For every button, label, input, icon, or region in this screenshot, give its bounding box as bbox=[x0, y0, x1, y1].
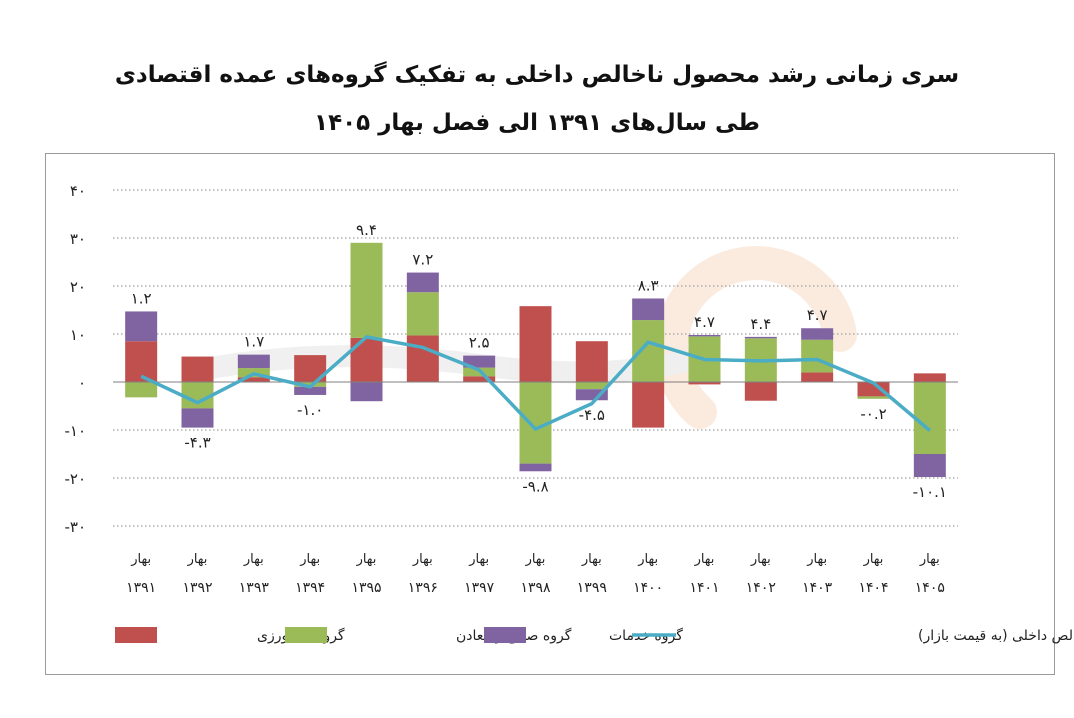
x-tick-label-year: ۱۳۹۹ bbox=[577, 580, 607, 596]
bar-segment-s0-0 bbox=[125, 341, 158, 382]
bar-segment-s2-11 bbox=[744, 336, 777, 339]
y-tick-label: ۴۰ bbox=[70, 182, 86, 200]
bar-segment-s0-13 bbox=[857, 382, 890, 397]
bar-segment-s0-7 bbox=[519, 306, 552, 382]
bar-segment-s0-8 bbox=[575, 341, 608, 382]
x-tick-label-season: بهار bbox=[525, 552, 546, 567]
x-tick-label-year: ۱۳۹۳ bbox=[239, 580, 270, 596]
x-tick-label-season: بهار bbox=[130, 552, 151, 567]
x-tick-label-season: بهار bbox=[468, 552, 489, 567]
bar-segment-s1-13 bbox=[857, 396, 890, 399]
bar-segment-s2-10 bbox=[688, 334, 721, 337]
x-tick-label-season: بهار bbox=[299, 552, 320, 567]
x-tick-label-year: ۱۴۰۵ bbox=[915, 580, 945, 596]
bar-segment-s2-14 bbox=[913, 454, 946, 478]
bar-segment-s1-5 bbox=[406, 292, 439, 336]
x-tick-label-season: بهار bbox=[806, 552, 827, 567]
data-label: -۴.۵ bbox=[579, 406, 605, 424]
data-label: ۱.۲ bbox=[131, 289, 152, 307]
x-tick-label-year: ۱۳۹۷ bbox=[464, 580, 495, 596]
x-tick-label-season: بهار bbox=[187, 552, 208, 567]
x-tick-label-year: ۱۳۹۶ bbox=[408, 580, 438, 596]
x-tick-label-season: بهار bbox=[243, 552, 264, 567]
bar-segment-s0-2 bbox=[237, 377, 270, 382]
data-label: ۹.۴ bbox=[356, 221, 377, 239]
x-tick-label-year: ۱۳۹۵ bbox=[351, 580, 381, 596]
bar-segment-s2-6 bbox=[463, 355, 496, 368]
gdp-line-series bbox=[140, 335, 931, 432]
bar-segment-s0-11 bbox=[744, 382, 777, 401]
x-tick-label-year: ۱۳۹۴ bbox=[295, 580, 325, 596]
bar-segment-s2-9 bbox=[632, 298, 665, 321]
bar-segment-s1-0 bbox=[125, 382, 158, 398]
chart-title: سری زمانی رشد محصول ناخالص داخلی به تفکی… bbox=[114, 62, 960, 88]
x-tick-label-season: بهار bbox=[637, 552, 658, 567]
bar-segment-s2-12 bbox=[801, 328, 834, 340]
bar-segment-s2-0 bbox=[125, 311, 158, 342]
x-tick-label-year: ۱۴۰۱ bbox=[689, 580, 719, 596]
data-label: -۰.۲ bbox=[860, 405, 886, 423]
bar-segment-s1-4 bbox=[350, 242, 383, 338]
x-tick-label-year: ۱۴۰۳ bbox=[802, 580, 833, 596]
legend-swatch-2 bbox=[484, 627, 526, 643]
bar-segment-s0-1 bbox=[181, 356, 214, 382]
chart-frame bbox=[45, 153, 1055, 675]
data-label: ۷.۲ bbox=[412, 251, 433, 269]
x-tick-label-season: بهار bbox=[919, 552, 940, 567]
y-tick-label: -۱۰ bbox=[64, 422, 86, 440]
x-tick-label-year: ۱۳۹۸ bbox=[520, 580, 551, 596]
bar-segment-s0-4 bbox=[350, 337, 383, 382]
chart-subtitle: طی سال‌های ۱۳۹۱ الی فصل بهار ۱۴۰۵ bbox=[314, 110, 760, 136]
data-label: ۴.۷ bbox=[694, 313, 715, 331]
data-label: -۴.۳ bbox=[184, 434, 210, 452]
x-tick-label-year: ۱۳۹۱ bbox=[126, 580, 156, 596]
bar-segment-s1-12 bbox=[801, 339, 834, 373]
y-tick-label: ۰ bbox=[78, 374, 86, 392]
bar-segment-s1-9 bbox=[632, 320, 665, 382]
data-label: ۴.۴ bbox=[750, 315, 771, 333]
bar-segment-s2-4 bbox=[350, 382, 383, 402]
bar-segment-s2-8 bbox=[575, 389, 608, 401]
y-tick-label: ۲۰ bbox=[70, 278, 86, 296]
bar-segment-s2-7 bbox=[519, 463, 552, 472]
x-tick-label-year: ۱۳۹۲ bbox=[182, 580, 212, 596]
x-tick-label-season: بهار bbox=[694, 552, 715, 567]
bar-segment-s2-3 bbox=[294, 386, 327, 395]
x-tick-label-season: بهار bbox=[750, 552, 771, 567]
bar-segment-s1-8 bbox=[575, 382, 608, 390]
x-tick-label-year: ۱۴۰۴ bbox=[858, 580, 888, 596]
bar-segment-s2-2 bbox=[237, 354, 270, 369]
y-tick-label: ۳۰ bbox=[70, 230, 86, 248]
bar-segment-s0-10 bbox=[688, 382, 721, 385]
bar-segment-s0-14 bbox=[913, 373, 946, 382]
y-tick-label: -۲۰ bbox=[64, 470, 86, 488]
bar-segment-s2-5 bbox=[406, 272, 439, 293]
bar-segment-s0-9 bbox=[632, 382, 665, 428]
y-tick-label: -۳۰ bbox=[64, 518, 86, 536]
bar-segment-s1-3 bbox=[294, 382, 327, 387]
x-tick-label-year: ۱۴۰۰ bbox=[633, 580, 663, 596]
bar-segment-s0-5 bbox=[406, 335, 439, 382]
data-label: ۲.۵ bbox=[469, 334, 490, 352]
data-label: -۱.۰ bbox=[297, 401, 323, 419]
x-tick-label-season: بهار bbox=[863, 552, 884, 567]
legend-swatch-1 bbox=[285, 627, 327, 643]
bar-segment-s2-1 bbox=[181, 408, 214, 428]
bar-segment-s1-14 bbox=[913, 382, 946, 454]
legend-label-3: محصول ناخالص داخلی (به قیمت بازار) bbox=[918, 628, 1074, 644]
x-tick-label-season: بهار bbox=[356, 552, 377, 567]
x-tick-label-season: بهار bbox=[412, 552, 433, 567]
data-label: ۸.۳ bbox=[638, 276, 659, 294]
data-label: ۴.۷ bbox=[807, 306, 828, 324]
data-label: -۹.۸ bbox=[522, 477, 548, 495]
bar-segment-s0-12 bbox=[801, 372, 834, 382]
data-label: -۱۰.۱ bbox=[913, 483, 947, 501]
x-tick-label-year: ۱۴۰۲ bbox=[746, 580, 776, 596]
data-label: ۱.۷ bbox=[243, 333, 264, 351]
y-tick-label: ۱۰ bbox=[70, 326, 86, 344]
x-tick-label-season: بهار bbox=[581, 552, 602, 567]
bar-segment-s0-6 bbox=[463, 376, 496, 382]
legend-swatch-0 bbox=[115, 627, 157, 643]
